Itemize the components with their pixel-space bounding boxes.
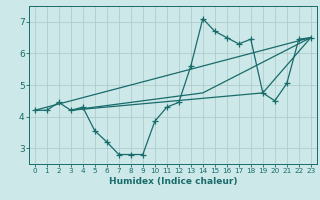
X-axis label: Humidex (Indice chaleur): Humidex (Indice chaleur) — [108, 177, 237, 186]
